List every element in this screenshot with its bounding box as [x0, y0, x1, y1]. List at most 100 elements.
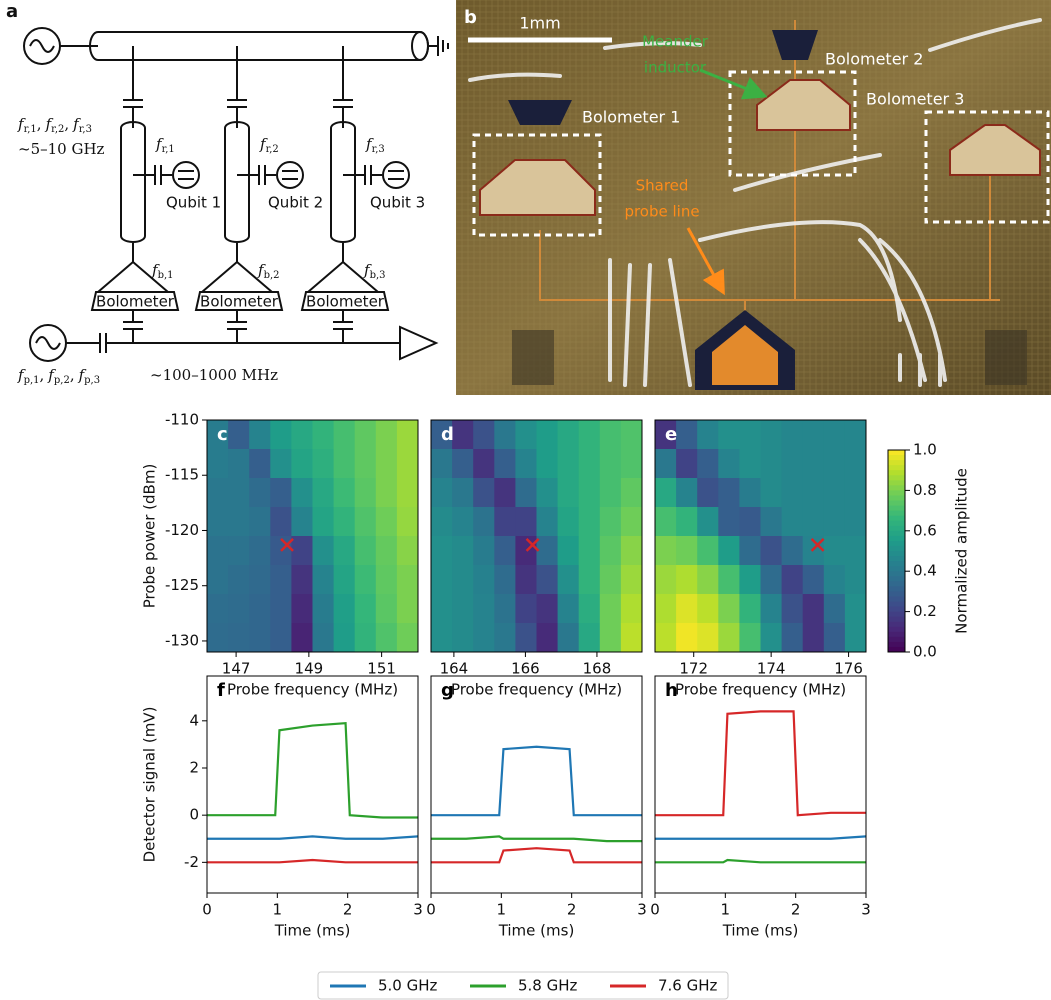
- heatmap-cell: [334, 565, 356, 595]
- heatmap-cell: [431, 594, 453, 624]
- heatmap-cell: [452, 507, 474, 537]
- x-tick-label: 0: [426, 901, 436, 919]
- series-line: [655, 711, 866, 815]
- source-wave: [30, 40, 54, 52]
- heatmap-cell: [494, 420, 516, 450]
- heatmap-cell: [334, 507, 356, 537]
- heatmap-cell: [824, 420, 846, 450]
- heatmap-cell: [313, 536, 335, 566]
- colorbar-swatch: [888, 637, 905, 643]
- heatmap-cell: [313, 623, 335, 653]
- heatmap-cell: [739, 420, 761, 450]
- heatmap-cell: [291, 594, 313, 624]
- heatmap-cell: [718, 449, 740, 479]
- meander-label: Meander: [642, 33, 709, 51]
- colorbar-swatch: [888, 516, 905, 522]
- x-tick-label: 149: [295, 660, 324, 678]
- qubit-label: Qubit 1: [166, 194, 221, 212]
- figure: a fr,1,fr,2,fr,3 ~5–10 GHz fr,1 fr,2 fr,…: [0, 0, 1051, 1000]
- heatmap-cell: [334, 623, 356, 653]
- heatmap-cell: [494, 565, 516, 595]
- heatmap-cell: [376, 478, 398, 508]
- heatmap-cell: [782, 507, 804, 537]
- heatmap-cell: [782, 594, 804, 624]
- heatmap-cell: [270, 478, 292, 508]
- y-tick-label: -110: [165, 411, 199, 429]
- heatmap-cell: [845, 507, 867, 537]
- colorbar-swatch: [888, 511, 905, 517]
- heatmap-cell: [431, 507, 453, 537]
- heatmap-cell: [739, 594, 761, 624]
- heatmap-cell: [782, 565, 804, 595]
- heatmap-cell: [537, 449, 559, 479]
- panel-letter: c: [217, 424, 228, 445]
- heatmap-cell: [537, 478, 559, 508]
- heatmap-cell: [431, 536, 453, 566]
- heatmap-cell: [207, 449, 229, 479]
- heatmap-cell: [313, 594, 335, 624]
- heatmap-cell: [579, 594, 601, 624]
- probe-freqs: fp,1,fp,2,fp,3: [17, 366, 100, 386]
- heatmap-cell: [558, 594, 580, 624]
- heatmap-cell: [334, 594, 356, 624]
- heatmap-cell: [494, 623, 516, 653]
- heatmap-cell: [207, 507, 229, 537]
- heatmap-cell: [718, 536, 740, 566]
- x-axis-label: Probe frequency (MHz): [451, 681, 622, 699]
- heatmap-cell: [761, 623, 783, 653]
- heatmap-cell: [452, 565, 474, 595]
- ground: [438, 36, 448, 56]
- heatmap-cell: [473, 623, 495, 653]
- bolometer-freq: fb,3: [363, 261, 386, 281]
- legend-label: 5.0 GHz: [378, 977, 438, 995]
- heatmap-cell: [537, 594, 559, 624]
- heatmap-cell: [718, 623, 740, 653]
- y-axis-label: Detector signal (mV): [141, 707, 159, 863]
- series-line: [207, 836, 418, 838]
- colorbar-swatch: [888, 607, 905, 613]
- series-line: [431, 747, 642, 815]
- x-tick-label: 147: [222, 660, 251, 678]
- x-axis-label: Probe frequency (MHz): [227, 681, 398, 699]
- heatmap-cell: [291, 420, 313, 450]
- heatmap-cell: [655, 594, 677, 624]
- heatmap-cell: [845, 449, 867, 479]
- heatmap-cell: [621, 478, 643, 508]
- heatmap-cell: [355, 478, 377, 508]
- heatmap-cell: [558, 536, 580, 566]
- heatmap-cell: [655, 507, 677, 537]
- heatmap-cell: [600, 623, 622, 653]
- colorbar-tick-label: 0.6: [913, 521, 937, 539]
- heatmap-cell: [803, 594, 825, 624]
- heatmap-cell: [655, 478, 677, 508]
- colorbar-swatch: [888, 485, 905, 491]
- colorbar-swatch: [888, 632, 905, 638]
- heatmap-cell: [270, 420, 292, 450]
- y-axis-label: Probe power (dBm): [141, 464, 159, 609]
- heatmap-cell: [397, 420, 419, 450]
- heatmap-cell: [494, 478, 516, 508]
- heatmap-cell: [697, 594, 719, 624]
- colorbar-swatch: [888, 460, 905, 466]
- series-line: [207, 860, 418, 862]
- heatmap-cell: [824, 594, 846, 624]
- heatmap-cell: [473, 594, 495, 624]
- x-tick-label: 174: [757, 660, 786, 678]
- heatmap-cell: [600, 594, 622, 624]
- heatmap-cell: [579, 623, 601, 653]
- heatmap-cell: [824, 536, 846, 566]
- heatmap-cell: [824, 478, 846, 508]
- heatmap-cell: [228, 478, 250, 508]
- heatmap-cell: [761, 536, 783, 566]
- heatmap-cell: [473, 420, 495, 450]
- colorbar-swatch: [888, 546, 905, 552]
- heatmap-cell: [621, 507, 643, 537]
- heatmap-cell: [376, 536, 398, 566]
- heatmap-cell: [376, 594, 398, 624]
- heatmap-cell: [579, 449, 601, 479]
- heatmap-cell: [515, 536, 537, 566]
- colorbar-swatch: [888, 495, 905, 501]
- heatmap-cell: [697, 507, 719, 537]
- heatmap-cell: [228, 594, 250, 624]
- legend-label: 5.8 GHz: [518, 977, 578, 995]
